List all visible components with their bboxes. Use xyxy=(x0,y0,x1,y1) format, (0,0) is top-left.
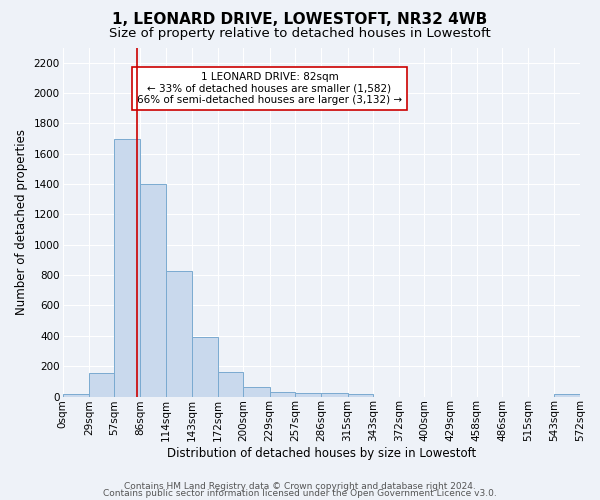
Text: 1, LEONARD DRIVE, LOWESTOFT, NR32 4WB: 1, LEONARD DRIVE, LOWESTOFT, NR32 4WB xyxy=(112,12,488,28)
Bar xyxy=(166,270,192,396)
Bar xyxy=(554,394,580,396)
X-axis label: Distribution of detached houses by size in Lowestoft: Distribution of detached houses by size … xyxy=(167,447,476,460)
Bar xyxy=(347,394,373,396)
Text: 1 LEONARD DRIVE: 82sqm
← 33% of detached houses are smaller (1,582)
66% of semi-: 1 LEONARD DRIVE: 82sqm ← 33% of detached… xyxy=(137,72,402,105)
Bar xyxy=(244,386,270,396)
Text: Contains HM Land Registry data © Crown copyright and database right 2024.: Contains HM Land Registry data © Crown c… xyxy=(124,482,476,491)
Text: Contains public sector information licensed under the Open Government Licence v3: Contains public sector information licen… xyxy=(103,489,497,498)
Text: Size of property relative to detached houses in Lowestoft: Size of property relative to detached ho… xyxy=(109,28,491,40)
Bar xyxy=(114,138,140,396)
Y-axis label: Number of detached properties: Number of detached properties xyxy=(15,129,28,315)
Bar xyxy=(295,392,321,396)
Bar xyxy=(89,373,114,396)
Bar xyxy=(218,372,244,396)
Bar xyxy=(192,338,218,396)
Bar xyxy=(321,392,347,396)
Bar xyxy=(270,392,295,396)
Bar xyxy=(62,394,89,396)
Bar xyxy=(140,184,166,396)
